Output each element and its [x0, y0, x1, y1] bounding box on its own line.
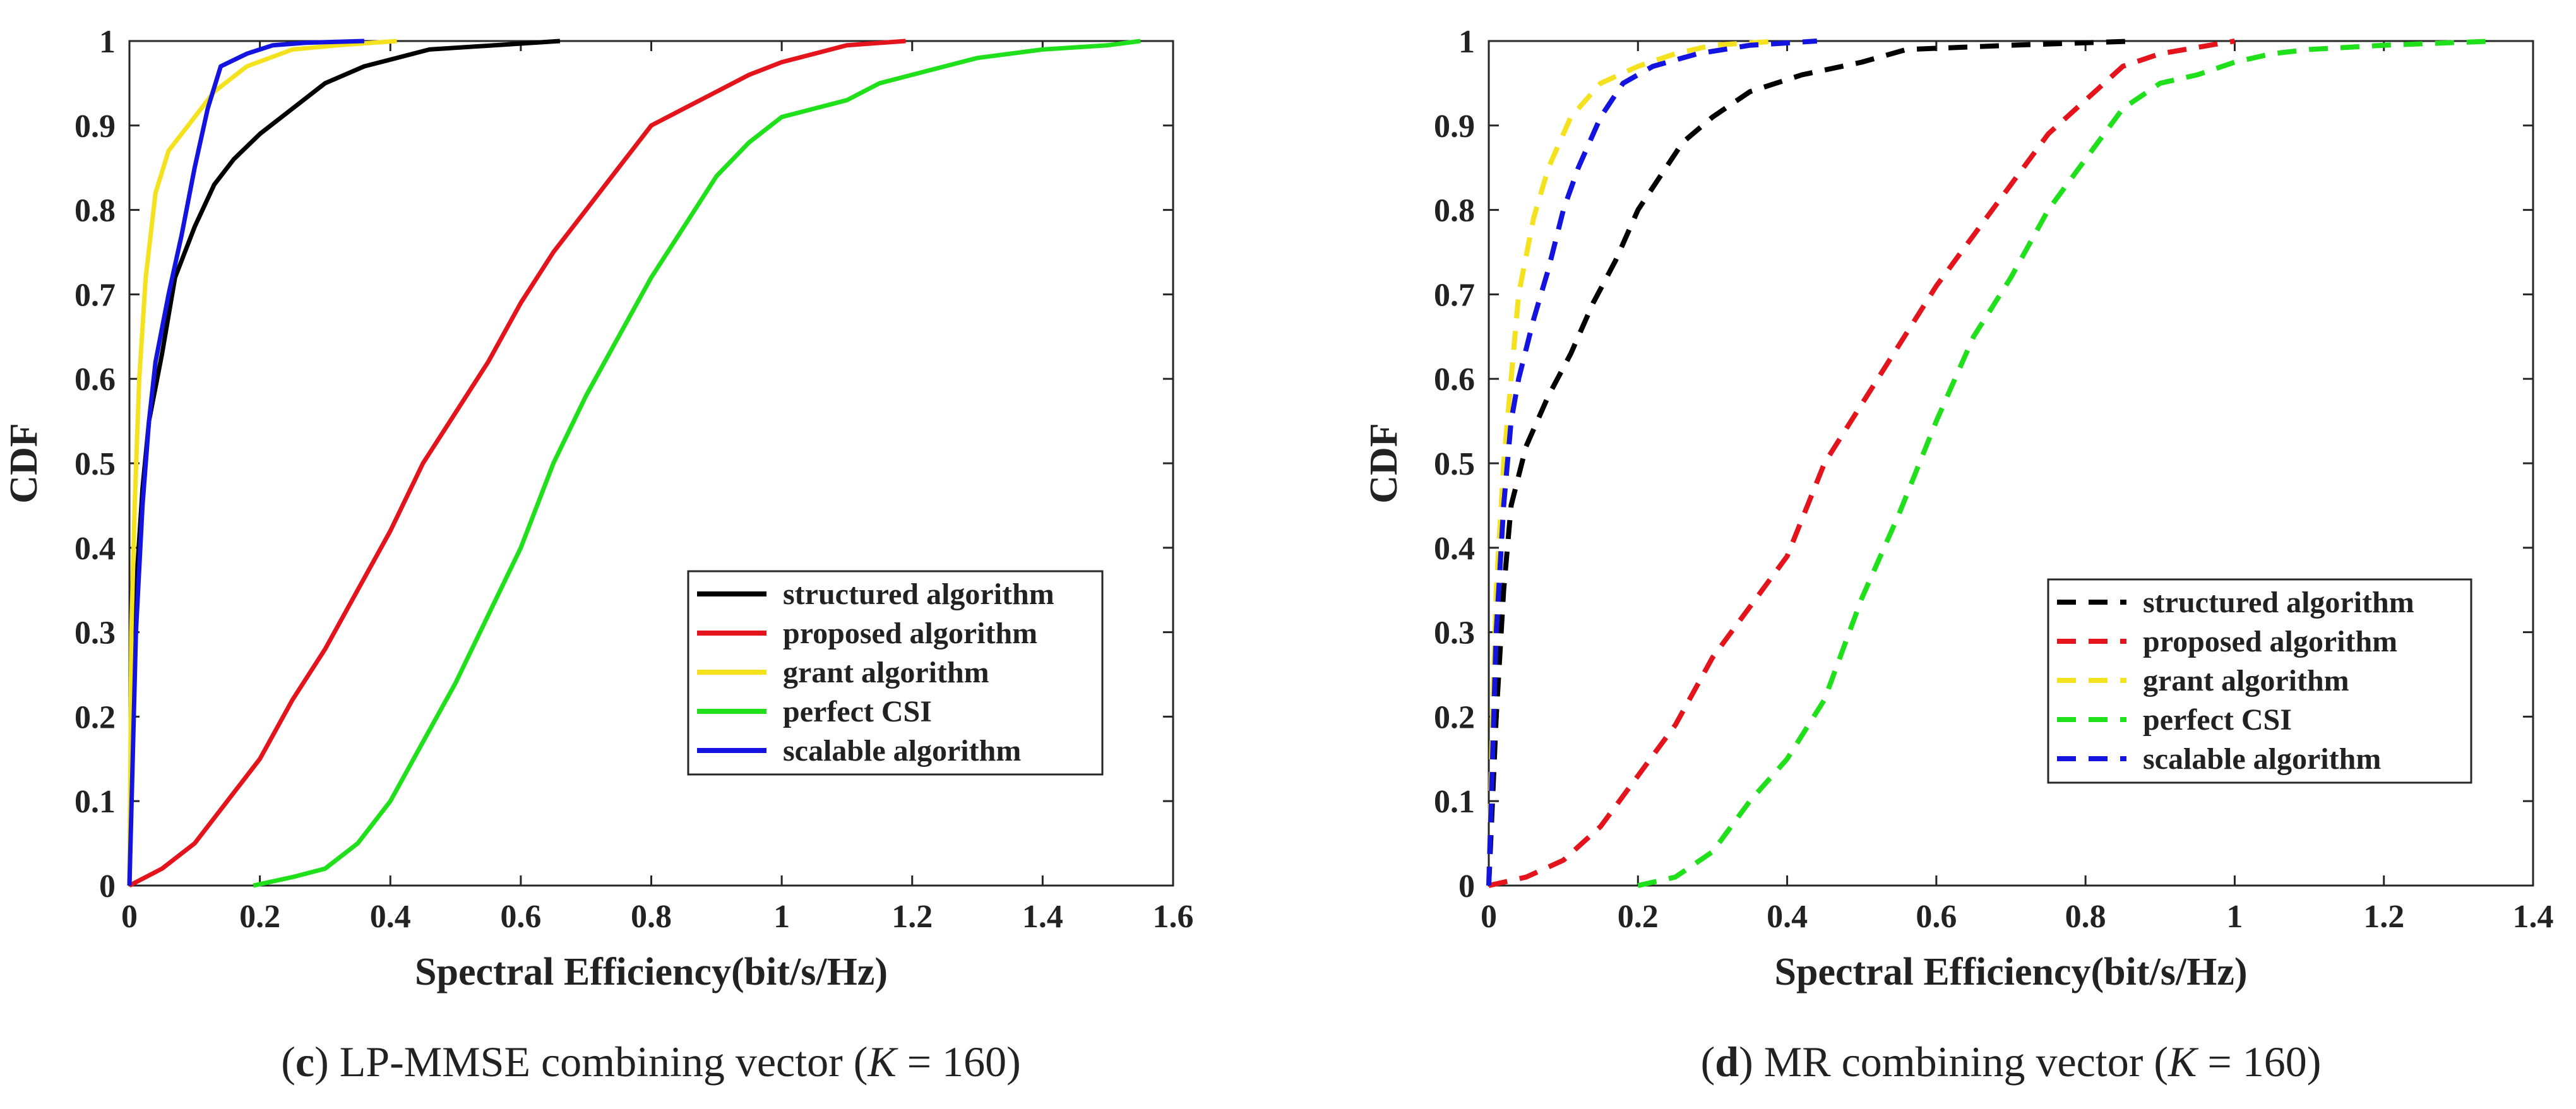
legend-label: perfect CSI: [2143, 703, 2292, 737]
y-tick-label: 0.5: [75, 446, 116, 482]
x-tick-label: 0.6: [1916, 899, 1957, 935]
x-tick-label: 1: [2226, 899, 2243, 935]
x-tick-label: 0: [1481, 899, 1497, 935]
legend-label: scalable algorithm: [2143, 742, 2381, 776]
y-tick-label: 0.7: [1434, 277, 1475, 313]
legend-label: perfect CSI: [783, 695, 932, 728]
caption-letter: d: [1715, 1038, 1739, 1086]
y-tick-label: 0.1: [75, 784, 116, 820]
x-tick-label: 1.6: [1153, 899, 1194, 935]
legend: structured algorithm proposed algorithm gr…: [687, 570, 1104, 776]
y-tick-label: 0.6: [1434, 362, 1475, 398]
y-axis-title: CDF: [1363, 423, 1405, 503]
x-tick-label: 1.2: [2363, 899, 2404, 935]
series-line-perfect-csi: [253, 39, 1141, 888]
y-tick-label: 1: [99, 24, 116, 60]
chart-panel-c: 0 0.2 0.4 0.6 0.8 1 1.2 1.4 1.6 0 0.1 0.2 0.3 0.4 0.5 0…: [3, 24, 1194, 1086]
chart-panel-d: 0 0.2 0.4 0.6 0.8 1 1.2 1.4 0 0.1 0.2 0.3 0.4 0.5 0.6 0…: [1363, 24, 2554, 1086]
y-tick-label: 1: [1458, 24, 1475, 60]
series-line-proposed-algorithm: [128, 39, 906, 888]
caption-close-paren: ): [314, 1038, 329, 1086]
series-line-scalable-algorithm: [127, 39, 365, 886]
legend-label: scalable algorithm: [783, 734, 1021, 768]
x-tick-label: 0.4: [1767, 899, 1808, 935]
x-tick-label: 1.4: [1022, 899, 1063, 935]
y-tick-label: 0.9: [75, 109, 116, 145]
caption-open-paren: (: [1701, 1038, 1715, 1086]
series-line-perfect-csi: [1637, 39, 2496, 888]
x-tick-label: 0.2: [239, 899, 280, 935]
caption-variable: K: [867, 1038, 898, 1086]
caption-close-paren: ): [1739, 1038, 1753, 1086]
x-axis-title: Spectral Efficiency(bit/s/Hz): [415, 951, 888, 993]
legend-label: structured algorithm: [783, 578, 1054, 611]
legend-label: grant algorithm: [783, 656, 989, 689]
legend-label: proposed algorithm: [2143, 625, 2397, 658]
x-tick-label: 1.2: [891, 899, 933, 935]
caption-letter: c: [295, 1038, 314, 1086]
y-tick-label: 0.8: [75, 193, 116, 229]
legend-label: proposed algorithm: [783, 617, 1037, 650]
x-tick-label: 0.8: [2065, 899, 2106, 935]
figure-caption: (d) MR combining vector (K = 160): [1701, 1038, 2322, 1086]
caption-text: MR combining vector (: [1753, 1038, 2168, 1086]
y-tick-label: 0.7: [75, 277, 116, 313]
series-line-proposed-algorithm: [1488, 39, 2236, 888]
legend-label: grant algorithm: [2143, 664, 2349, 697]
caption-text: LP-MMSE combining vector (: [329, 1038, 868, 1086]
y-tick-label: 0.6: [75, 362, 116, 398]
x-tick-label: 0.4: [370, 899, 411, 935]
caption-tail: = 160): [897, 1038, 1021, 1086]
y-tick-label: 0: [99, 869, 116, 904]
y-tick-label: 0.3: [1434, 615, 1475, 651]
legend-label: structured algorithm: [2143, 586, 2414, 619]
y-tick-label: 0.2: [75, 699, 116, 735]
y-tick-label: 0.9: [1434, 109, 1475, 145]
y-tick-label: 0: [1458, 869, 1475, 904]
caption-tail: = 160): [2197, 1038, 2321, 1086]
series-line-structured-algorithm: [1486, 39, 2138, 886]
x-tick-label: 0.8: [631, 899, 672, 935]
legend-box: [2047, 578, 2472, 784]
y-axis-title: CDF: [3, 423, 45, 503]
y-tick-label: 0.1: [1434, 784, 1475, 820]
x-tick-label: 0.6: [500, 899, 541, 935]
figure-caption: (c) LP-MMSE combining vector (K = 160): [281, 1038, 1021, 1086]
legend: structured algorithm proposed algorithm gr…: [2047, 578, 2472, 784]
y-tick-label: 0.4: [1434, 531, 1475, 567]
x-tick-label: 1: [773, 899, 790, 935]
x-tick-label: 0.2: [1618, 899, 1659, 935]
x-tick-label: 0: [121, 899, 138, 935]
y-tick-label: 0.3: [75, 615, 116, 651]
y-tick-label: 0.8: [1434, 193, 1475, 229]
y-tick-label: 0.4: [75, 531, 116, 567]
y-tick-label: 0.5: [1434, 446, 1475, 482]
series-line-grant-algorithm: [127, 39, 397, 886]
series-line-scalable-algorithm: [1486, 39, 1818, 886]
x-tick-label: 1.4: [2513, 899, 2554, 935]
x-axis-title: Spectral Efficiency(bit/s/Hz): [1775, 951, 2248, 993]
caption-open-paren: (: [281, 1038, 295, 1086]
y-tick-label: 0.2: [1434, 699, 1475, 735]
caption-variable: K: [2168, 1038, 2199, 1086]
